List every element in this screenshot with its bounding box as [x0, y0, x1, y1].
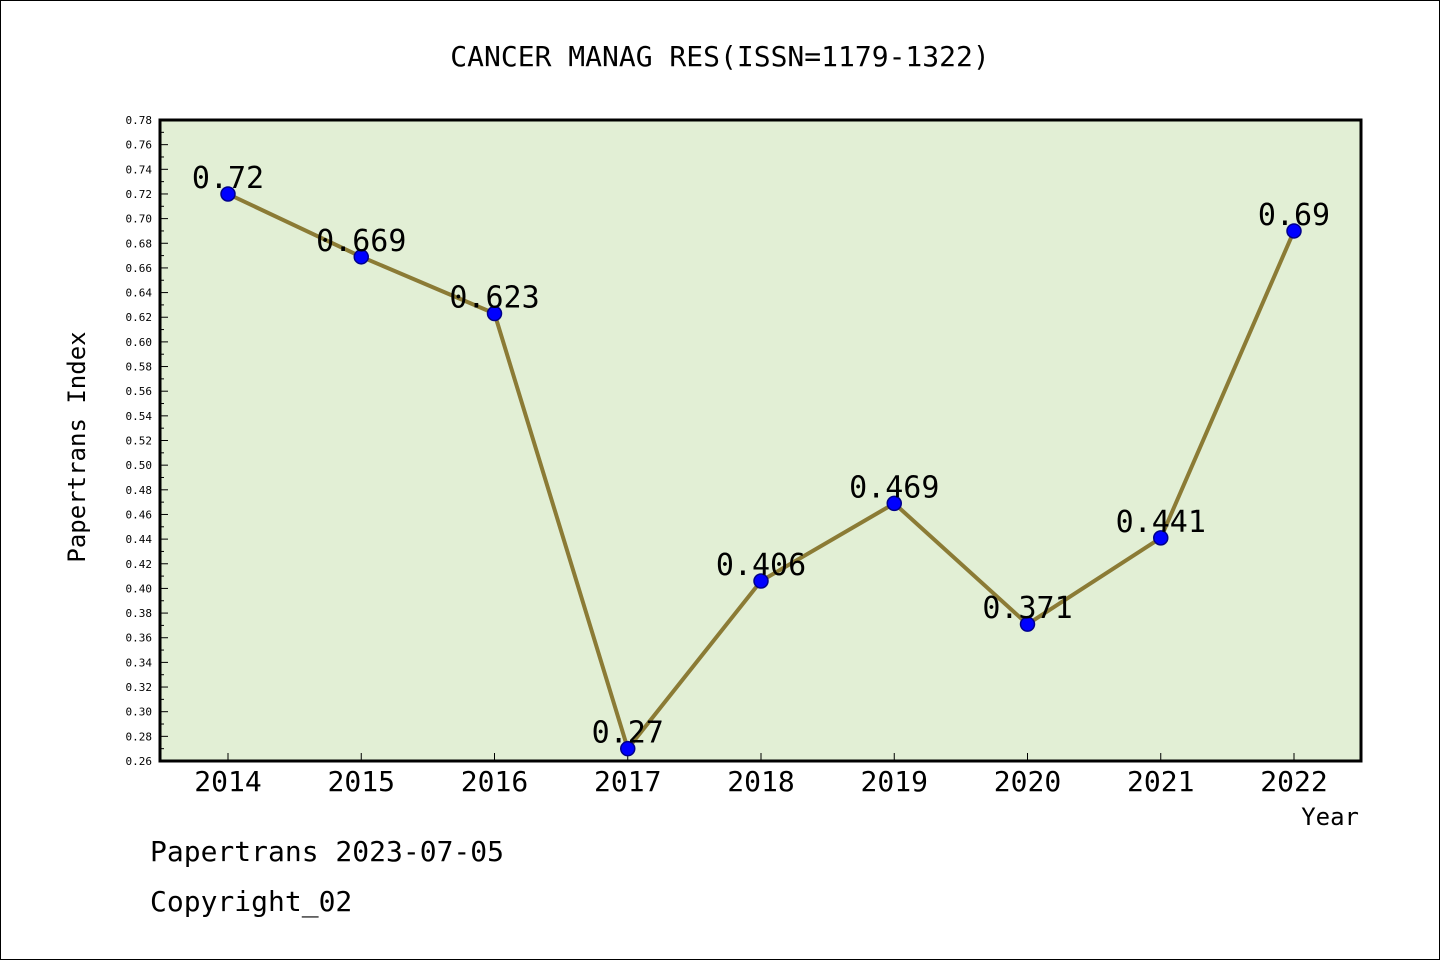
y-tick-label: 0.38 — [126, 607, 153, 620]
data-point — [1286, 223, 1302, 239]
x-tick-label: 2017 — [594, 765, 661, 798]
data-label: 0.669 — [316, 224, 406, 259]
y-tick-label: 0.70 — [126, 213, 153, 226]
y-tick-label: 0.46 — [126, 508, 153, 521]
x-tick-label: 2015 — [328, 765, 395, 798]
y-tick-label: 0.26 — [126, 755, 153, 768]
y-tick-label: 0.60 — [126, 336, 153, 349]
y-tick-label: 0.50 — [126, 459, 153, 472]
x-tick-label: 2014 — [194, 765, 261, 798]
y-tick-label: 0.30 — [126, 706, 153, 719]
data-label: 0.72 — [192, 161, 264, 196]
data-label: 0.623 — [449, 281, 539, 316]
y-axis-label: Papertrans Index — [63, 331, 91, 562]
y-tick-label: 0.74 — [126, 163, 153, 176]
x-tick-label: 2020 — [994, 765, 1061, 798]
x-tick-label: 2019 — [861, 765, 928, 798]
y-tick-label: 0.78 — [126, 114, 153, 127]
data-point — [620, 740, 636, 757]
y-tick-label: 0.58 — [126, 361, 153, 374]
data-point — [353, 249, 369, 265]
y-tick-label: 0.34 — [126, 656, 153, 669]
data-labels: 0.72 0.669 0.623 0.27 0.406 0.469 0.371 0.441 0.… — [192, 161, 1330, 751]
data-label: 0.406 — [716, 548, 806, 583]
data-point — [753, 573, 769, 589]
y-tick-label: 0.68 — [126, 237, 153, 250]
data-point — [1019, 616, 1036, 632]
chart-title: CANCER MANAG RES(ISSN=1179-1322) — [450, 40, 989, 73]
x-axis-label: Year — [1301, 803, 1359, 831]
x-tick-label: 2022 — [1260, 765, 1327, 798]
y-tick-label: 0.44 — [126, 533, 153, 546]
data-point — [486, 305, 503, 322]
footer-copyright: Copyright_02 — [150, 885, 353, 918]
y-tick-label: 0.32 — [126, 681, 153, 694]
x-tick-label: 2016 — [461, 765, 528, 798]
data-label: 0.27 — [592, 716, 664, 751]
x-axis: 2014 2015 2016 2017 2018 2019 2020 2021 2022 — [194, 753, 1328, 798]
y-tick-label: 0.40 — [126, 582, 153, 595]
y-tick-label: 0.64 — [126, 287, 153, 300]
data-label: 0.441 — [1116, 505, 1206, 540]
y-tick-label: 0.52 — [126, 435, 153, 448]
data-points — [220, 186, 1302, 757]
y-tick-label: 0.72 — [126, 188, 153, 201]
y-tick-label: 0.42 — [126, 558, 153, 571]
y-tick-label: 0.56 — [126, 385, 153, 398]
data-label: 0.469 — [849, 470, 939, 505]
y-tick-label: 0.62 — [126, 311, 153, 324]
y-tick-label: 0.66 — [126, 262, 153, 275]
y-tick-label: 0.48 — [126, 484, 153, 497]
y-tick-label: 0.54 — [126, 410, 153, 423]
x-tick-label: 2018 — [727, 765, 794, 798]
y-tick-label: 0.28 — [126, 730, 153, 743]
y-axis: 0.26 0.28 0.30 0.32 0.34 0.36 0.38 0.40 0.42 0.44… — [126, 114, 168, 768]
y-tick-label: 0.76 — [126, 139, 153, 152]
plot-area — [158, 118, 1363, 763]
footer-date: Papertrans 2023-07-05 — [150, 835, 505, 868]
data-label: 0.69 — [1258, 198, 1330, 233]
data-label: 0.371 — [982, 591, 1072, 626]
x-tick-label: 2021 — [1127, 765, 1194, 798]
data-point — [1153, 530, 1169, 546]
data-point — [220, 186, 236, 202]
y-tick-label: 0.36 — [126, 632, 153, 645]
data-point — [886, 495, 902, 512]
